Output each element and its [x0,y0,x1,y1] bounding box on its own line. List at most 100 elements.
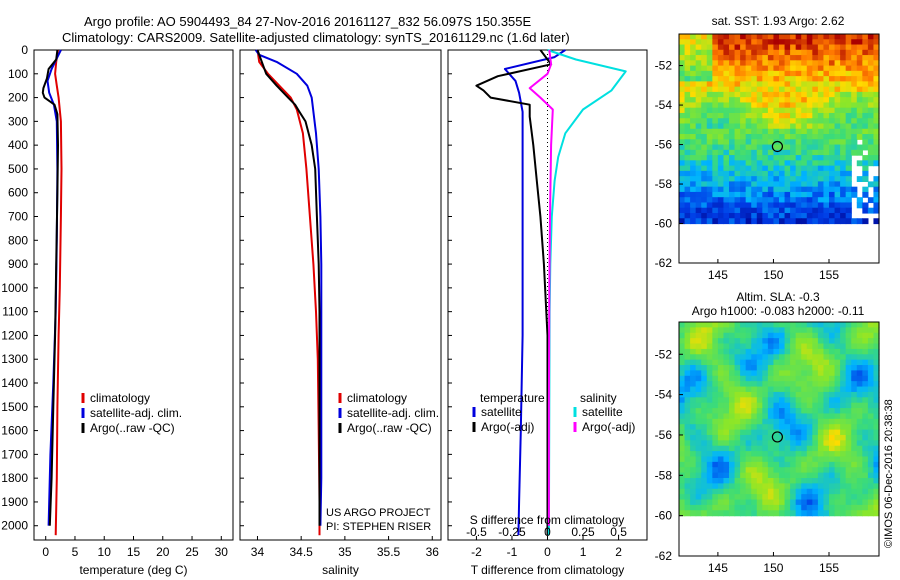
map-cell [740,65,747,72]
map-cell [762,144,769,151]
map-cell [740,494,747,501]
map-cell [862,499,869,506]
map-cell [751,49,758,56]
map-cell [756,332,763,339]
map-cell [779,488,786,495]
map-cell [834,165,841,172]
map-cell [829,456,836,463]
map-cell [762,478,769,484]
map-cell [706,456,713,463]
map-cell [779,467,786,474]
map-cell [706,386,713,393]
map-cell [751,44,758,51]
map-cell [695,488,702,495]
map-cell [784,504,791,511]
map-cell [745,170,752,177]
map-cell [751,34,758,40]
map-cell [790,504,797,511]
map-cell [762,456,769,463]
map-cell [701,354,708,361]
map-cell [840,207,847,214]
map-cell [829,86,836,93]
map-cell [751,434,758,441]
map-cell [756,413,763,420]
map-cell [751,76,758,82]
map-cell [779,332,786,339]
map-cell [851,332,858,339]
map-cell [856,478,863,484]
map-cell [790,155,797,161]
map-cell [729,418,736,425]
map-cell [729,34,736,40]
map-cell [773,170,780,177]
map-cell [856,322,863,328]
map-cell [856,39,863,46]
map-cell [701,197,708,204]
map-cell [773,81,780,88]
map-cell [829,34,836,40]
map-cell [867,386,875,393]
map-cell [684,499,691,506]
map-cell [856,472,863,479]
map-cell [717,488,725,495]
map-cell [801,381,808,388]
map-cell [706,139,713,146]
map-cell [829,207,836,214]
map-cell [734,338,741,345]
map-cell [690,202,697,209]
map-cell [829,165,836,172]
map-cell [756,76,763,82]
map-cell [717,207,725,214]
map-cell [734,413,741,420]
map-cell [734,510,741,517]
map-cell [795,467,802,474]
map-cell [801,144,808,151]
map-cell [690,499,697,506]
map-cell [695,391,702,398]
map-cell [762,402,769,409]
map-cell [751,451,758,458]
map-cell [729,499,736,506]
map-cell [751,139,758,146]
map-cell [829,170,836,177]
map-cell [784,488,791,495]
temperature-panel: 0100200300400500600700800900100011001200… [1,43,234,577]
map-cell [767,359,775,366]
map-cell [695,123,702,130]
map-cell [806,413,813,420]
map-cell [773,397,780,404]
map-cell [840,397,847,404]
map-cell [856,408,863,415]
map-cell [679,197,686,204]
map-cell [873,456,880,463]
map-cell [834,499,841,506]
map-cell [795,499,802,506]
map-cell [706,144,713,151]
map-cell [823,408,830,415]
map-cell [773,381,780,388]
map-cell [762,327,769,334]
map-cell [806,348,813,355]
map-cell [729,202,736,209]
map-cell [701,123,708,130]
sst_map-frame [678,33,880,264]
map-cell [756,510,763,517]
map-cell [823,44,830,51]
map-cell [823,76,830,82]
map-cell [712,359,719,366]
map-cell [690,418,697,425]
map-cell [723,49,730,56]
map-cell [801,218,808,225]
map-cell [706,123,713,130]
map-cell [767,375,775,382]
map-cell [867,461,875,468]
map-cell [767,207,775,214]
y-tick-label: -58 [655,468,673,482]
map-cell [834,461,841,468]
map-cell [712,424,719,431]
map-cell [801,488,808,495]
map-cell [812,343,819,350]
map-cell [867,91,875,98]
map-cell [745,445,752,452]
map-cell [717,451,725,458]
